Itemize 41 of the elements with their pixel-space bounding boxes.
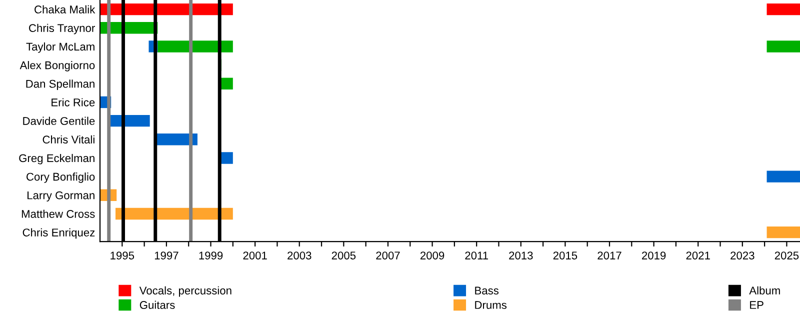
x-tick-label: 1999: [199, 252, 223, 260]
y-tick-label: Greg Eckelman: [19, 154, 94, 164]
x-tick-label: 2009: [420, 252, 444, 260]
y-tick-label: Chris Vitali: [42, 135, 94, 144]
x-tick-label: 1997: [154, 252, 178, 260]
y-tick-label: Dan Spellman: [26, 80, 94, 90]
x-tick-label: 2025: [774, 252, 799, 260]
y-tick-label: Chris Traynor: [29, 24, 95, 34]
y-tick-label: Alex Bongiorno: [20, 61, 95, 72]
x-tick-label: 2005: [332, 252, 356, 260]
x-tick-label: 2013: [509, 252, 533, 260]
x-tick-label: 2019: [642, 252, 666, 260]
y-tick-label: Matthew Cross: [22, 210, 95, 218]
x-tick-label: 2003: [288, 252, 312, 260]
legend-label: Drums: [475, 301, 507, 309]
legend-label: EP: [750, 301, 764, 309]
x-tick-label: 1995: [110, 252, 134, 260]
y-tick-label: Cory Bonfiglio: [26, 172, 95, 183]
y-tick-label: Larry Gorman: [28, 191, 94, 202]
x-tick-label: 2023: [730, 252, 754, 260]
x-tick-label: 2007: [376, 252, 400, 260]
legend-label: Album: [749, 286, 780, 295]
x-tick-label: 2021: [686, 252, 710, 260]
x-tick-label: 2015: [553, 252, 578, 260]
y-tick-label: Taylor McLam: [26, 42, 94, 53]
bar: [766, 226, 800, 238]
x-tick-label: 2001: [243, 252, 267, 260]
y-tick-label: Chaka Malik: [34, 5, 96, 14]
y-tick-label: Eric Rice: [52, 98, 95, 106]
bar: [220, 78, 233, 90]
bar: [766, 40, 800, 52]
y-tick-label: Chris Enriquez: [22, 228, 95, 239]
bar: [158, 40, 233, 52]
y-tick-label: Davide Gentile: [23, 116, 95, 125]
x-tick-label: 2017: [598, 252, 622, 260]
bar: [766, 170, 800, 182]
legend-label: Guitars: [140, 300, 175, 309]
legend-label: Bass: [475, 286, 499, 295]
legend-label: Vocals, percussion: [139, 286, 232, 297]
bar: [766, 3, 800, 16]
x-tick-label: 2011: [465, 252, 488, 260]
